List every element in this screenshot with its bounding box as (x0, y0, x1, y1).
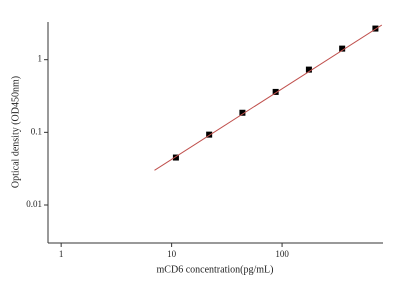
x-tick-label: 100 (275, 249, 289, 259)
x-tick-label: 1 (59, 249, 64, 259)
y-tick-label: 0.01 (26, 199, 42, 209)
data-point (305, 66, 312, 73)
fit-line (154, 24, 383, 171)
data-point (239, 109, 246, 116)
y-tick-label: 1 (38, 54, 43, 64)
y-tick-label: 0.1 (31, 126, 42, 136)
x-tick-label: 10 (167, 249, 177, 259)
data-point (172, 154, 179, 161)
data-point (272, 88, 279, 95)
x-axis-label: mCD6 concentration(pg/mL) (157, 264, 274, 275)
y-axis-label: Optical density (OD450nm) (10, 76, 21, 188)
data-point (339, 45, 346, 52)
data-point (206, 131, 213, 138)
